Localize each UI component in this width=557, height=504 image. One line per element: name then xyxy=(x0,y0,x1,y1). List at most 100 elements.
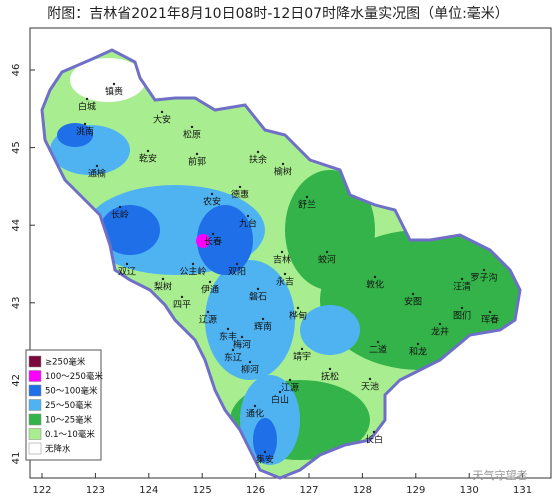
city-label: 集安 xyxy=(256,454,274,466)
x-tick-label: 124 xyxy=(139,485,158,496)
y-tick-label: 46 xyxy=(11,64,22,77)
city-label: 二道 xyxy=(369,344,387,356)
city-label: 双辽 xyxy=(118,267,136,278)
city-label: 辉南 xyxy=(254,321,272,333)
city-dot xyxy=(85,97,89,101)
legend-label: 50～100毫米 xyxy=(45,386,98,397)
city-dot xyxy=(210,192,214,196)
city-dot xyxy=(373,275,377,279)
legend-swatch xyxy=(28,442,42,455)
y-tick-label: 43 xyxy=(11,296,22,309)
city-dot xyxy=(296,306,300,310)
legend-swatch xyxy=(28,399,42,411)
legend-swatch xyxy=(28,370,42,382)
city-dot xyxy=(438,322,442,326)
city-label: 长春 xyxy=(204,236,222,248)
city-dot xyxy=(263,450,267,454)
city-dot xyxy=(95,164,99,168)
city-dot xyxy=(256,150,260,154)
city-label: 通化 xyxy=(246,408,264,420)
city-label: 舒兰 xyxy=(298,199,316,211)
axes: 122 123 124 125 126 127 128 129 130 131 41 42 43 44 45… xyxy=(11,64,532,496)
city-dot xyxy=(248,360,252,364)
x-tick-label: 127 xyxy=(299,485,318,496)
city-label: 抚松 xyxy=(321,371,339,383)
x-tick-label: 130 xyxy=(460,485,479,496)
city-dot xyxy=(288,378,292,382)
city-dot xyxy=(180,295,184,299)
city-label: 白城 xyxy=(78,101,96,113)
city-dot xyxy=(118,205,122,209)
x-tick-label: 126 xyxy=(246,485,265,496)
city-label: 长岭 xyxy=(111,209,129,221)
city-label: 安图 xyxy=(404,296,422,308)
city-label: 辽源 xyxy=(199,315,217,326)
city-dot xyxy=(261,317,265,321)
legend-label: 无降水 xyxy=(45,444,71,455)
city-label: 松原 xyxy=(183,129,201,141)
city-label: 通榆 xyxy=(88,168,106,180)
city-label: 永吉 xyxy=(276,276,294,288)
city-dot xyxy=(211,232,215,236)
city-label: 桦甸 xyxy=(289,310,307,322)
city-label: 靖宇 xyxy=(293,351,311,363)
city-dot xyxy=(482,268,486,272)
x-tick-label: 123 xyxy=(86,485,105,496)
city-label: 前郭 xyxy=(188,156,206,168)
city-label: 图们 xyxy=(453,310,471,322)
y-tick-label: 44 xyxy=(11,219,22,232)
city-dot xyxy=(226,327,230,331)
city-label: 九台 xyxy=(239,218,257,230)
city-dot xyxy=(328,367,332,371)
city-dot xyxy=(190,125,194,129)
city-dot xyxy=(376,340,380,344)
legend-swatch xyxy=(28,413,42,426)
city-dot xyxy=(83,122,87,126)
city-label: 梨树 xyxy=(154,281,172,293)
city-label: 珲春 xyxy=(481,314,499,326)
city-dot xyxy=(368,377,372,381)
map-title: 附图：吉林省2021年8月10日08时-12日07时降水量实况图（单位:毫米） xyxy=(47,5,509,22)
city-dot xyxy=(256,287,260,291)
legend-swatch xyxy=(28,384,42,397)
legend-swatch xyxy=(28,428,42,440)
city-label: 双阳 xyxy=(228,267,246,278)
city-dot xyxy=(246,214,250,218)
legend-label: 25～50毫米 xyxy=(45,400,93,411)
legend-label: 10～25毫米 xyxy=(45,415,93,426)
city-label: 白山 xyxy=(271,394,289,406)
city-dot xyxy=(325,250,329,254)
city-label: 乾安 xyxy=(139,153,157,165)
city-dot xyxy=(460,277,464,281)
city-label: 东辽 xyxy=(224,352,242,364)
city-dot xyxy=(253,404,257,408)
city-label: 洮南 xyxy=(76,126,94,138)
watermark: 天气守望者 xyxy=(473,468,528,482)
legend-label: ≥250毫米 xyxy=(45,357,86,368)
city-dot xyxy=(231,348,235,352)
city-dot xyxy=(411,292,415,296)
city-label: 大安 xyxy=(153,114,171,126)
city-dot xyxy=(240,335,244,339)
city-label: 柳河 xyxy=(241,364,259,376)
city-dot xyxy=(238,185,242,189)
x-tick-label: 131 xyxy=(513,485,532,496)
city-dot xyxy=(160,110,164,114)
city-dot xyxy=(208,280,212,284)
legend-swatch xyxy=(28,355,42,368)
city-label: 罗子沟 xyxy=(470,272,497,284)
city-label: 农安 xyxy=(203,196,221,208)
x-tick-label: 128 xyxy=(353,485,372,496)
city-dot xyxy=(278,390,282,394)
city-dot xyxy=(416,342,420,346)
city-dot xyxy=(146,149,150,153)
city-label: 榆树 xyxy=(274,166,292,178)
city-dot xyxy=(125,262,129,266)
y-tick-label: 45 xyxy=(11,141,22,154)
city-dot xyxy=(300,347,304,351)
legend-label: 100～250毫米 xyxy=(45,371,103,382)
city-label: 长白 xyxy=(365,434,383,446)
city-label: 和龙 xyxy=(409,346,427,358)
